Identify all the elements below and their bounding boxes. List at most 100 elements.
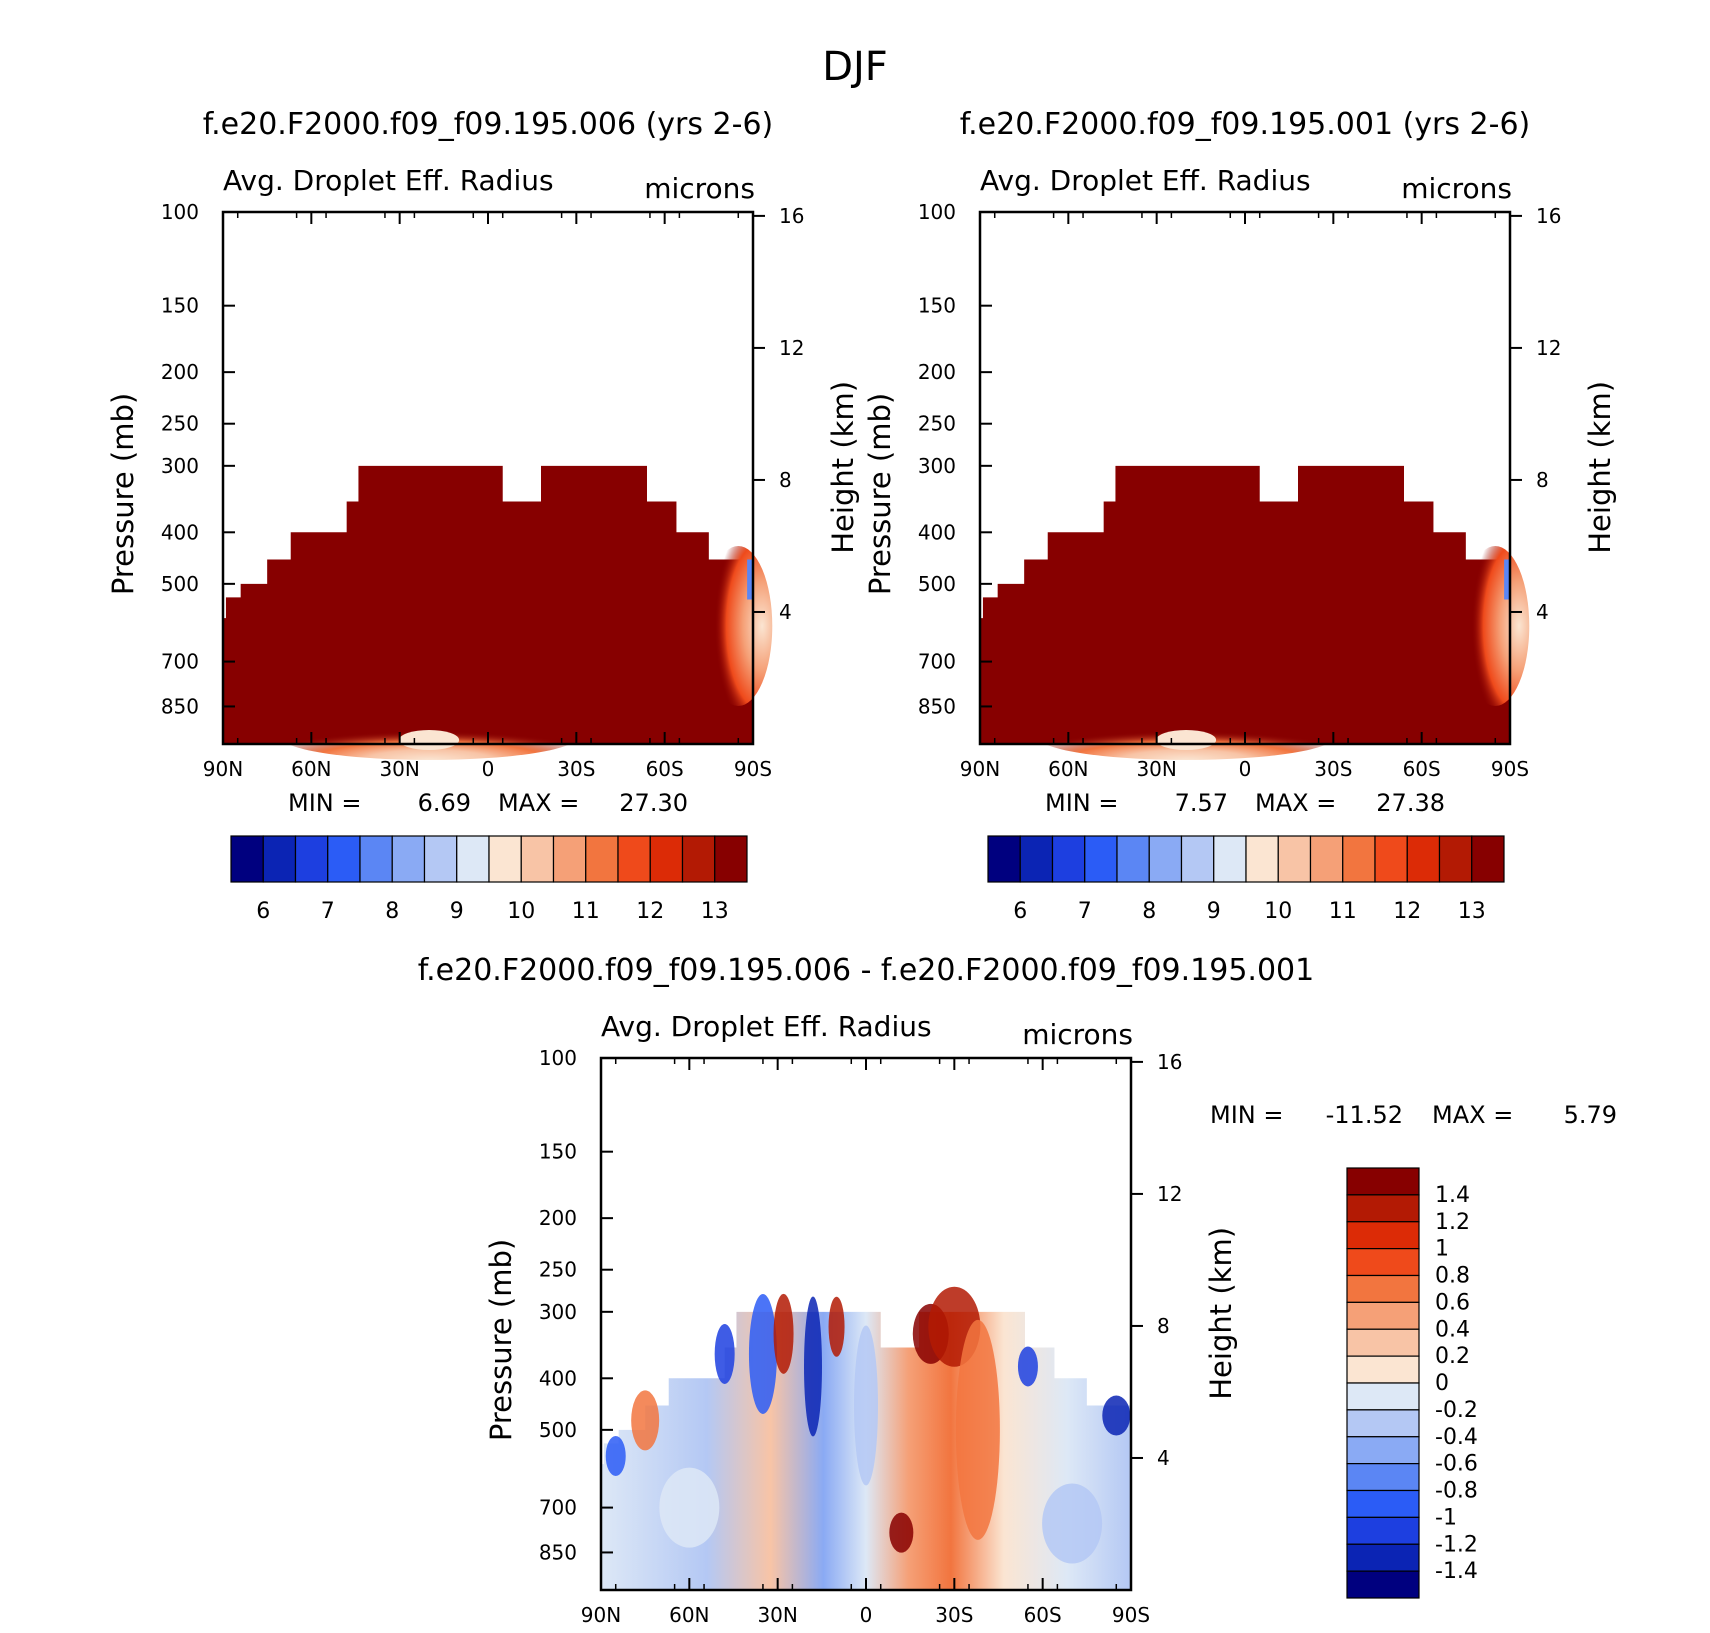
- colorbar-box: [1051, 835, 1086, 883]
- colorbar-label: 1.4: [1435, 1183, 1470, 1208]
- cloud-region-max: [223, 465, 753, 744]
- y2-tick-label: 8: [1536, 468, 1549, 492]
- x-tick-label: 60S: [1403, 757, 1441, 781]
- x-tick-label: 0: [1239, 757, 1252, 781]
- y-tick-label: 150: [161, 294, 199, 318]
- difference-feature: [854, 1325, 878, 1486]
- contour-field: [601, 1286, 1131, 1590]
- panel-title: f.e20.F2000.f09_f09.195.006 - f.e20.F200…: [418, 953, 1314, 988]
- polar-region: [704, 545, 773, 706]
- y-tick-label: 150: [539, 1140, 577, 1164]
- colorbar-box: [1346, 1570, 1420, 1599]
- x-tick-label: 30N: [379, 757, 419, 781]
- colorbar-box: [1277, 835, 1312, 883]
- y2-tick-label: 8: [779, 468, 792, 492]
- x-tick-label: 30N: [1136, 757, 1176, 781]
- colorbar-box: [1342, 835, 1376, 883]
- y-axis-label: Pressure (mb): [484, 1239, 518, 1441]
- colorbar-box: [552, 835, 587, 883]
- colorbar-box: [1084, 835, 1118, 883]
- difference-feature: [714, 1323, 735, 1384]
- y-tick-label: 250: [161, 412, 199, 436]
- colorbar-label: -1.4: [1435, 1559, 1478, 1584]
- y-tick-label: 400: [918, 520, 956, 544]
- colorbar-label: 13: [701, 899, 729, 924]
- colorbar-label: 9: [450, 899, 464, 924]
- y-tick-label: 300: [161, 454, 199, 478]
- x-tick-label: 0: [860, 1603, 873, 1627]
- colorbar-box: [681, 835, 716, 883]
- colorbar-label: 11: [1329, 899, 1357, 924]
- colorbar-box: [1346, 1489, 1420, 1518]
- y-tick-label: 850: [918, 694, 956, 718]
- x-tick-label: 90N: [960, 757, 1000, 781]
- panel-title: f.e20.F2000.f09_f09.195.006 (yrs 2-6): [203, 107, 773, 142]
- colorbar-box: [649, 835, 684, 883]
- panel-title: f.e20.F2000.f09_f09.195.001 (yrs 2-6): [960, 107, 1530, 142]
- colorbar-label: 7: [321, 899, 335, 924]
- colorbar-label: 11: [572, 899, 600, 924]
- units-label: microns: [1401, 172, 1512, 205]
- colorbar-box: [1346, 1382, 1420, 1411]
- x-tick-label: 30S: [1314, 757, 1352, 781]
- colorbar-label: 8: [385, 899, 399, 924]
- x-tick-label: 60S: [1024, 1603, 1062, 1627]
- colorbar-box: [488, 835, 522, 883]
- y-tick-label: 200: [161, 360, 199, 384]
- y-tick-label: 400: [161, 520, 199, 544]
- y2-tick-label: 16: [1536, 204, 1561, 228]
- difference-feature: [659, 1467, 720, 1548]
- min-label: MIN =: [1210, 1101, 1283, 1129]
- colorbar-box: [327, 835, 361, 883]
- y-tick-label: 700: [161, 650, 199, 674]
- y2-axis-label: Height (km): [1583, 381, 1617, 554]
- x-tick-label: 30S: [557, 757, 595, 781]
- y-tick-label: 300: [918, 454, 956, 478]
- colorbar-box: [1019, 835, 1054, 883]
- figure-title: DJF: [822, 44, 888, 90]
- y-tick-label: 100: [161, 200, 199, 224]
- polar-region: [1461, 545, 1530, 706]
- variable-name: Avg. Droplet Eff. Radius: [980, 164, 1311, 197]
- max-label: MAX =: [1432, 1101, 1513, 1129]
- y-tick-label: 500: [161, 572, 199, 596]
- colorbar-label: 8: [1142, 899, 1156, 924]
- y-tick-label: 500: [539, 1418, 577, 1442]
- y-tick-label: 300: [539, 1300, 577, 1324]
- max-value: 27.38: [1376, 789, 1445, 817]
- colorbar-box: [456, 835, 490, 883]
- colorbar-box: [1471, 835, 1505, 883]
- difference-feature: [828, 1296, 845, 1357]
- max-label: MAX =: [1255, 789, 1336, 817]
- panel-control: f.e20.F2000.f09_f09.195.006 (yrs 2-6) Avg…: [106, 107, 860, 924]
- min-label: MIN =: [1045, 789, 1118, 817]
- y-tick-label: 200: [918, 360, 956, 384]
- y-tick-label: 400: [539, 1366, 577, 1390]
- colorbar-label: 6: [1013, 899, 1027, 924]
- y-tick-label: 200: [539, 1206, 577, 1230]
- colorbar-label: 7: [1078, 899, 1092, 924]
- y2-tick-label: 16: [1157, 1050, 1182, 1074]
- y2-axis-label: Height (km): [826, 381, 860, 554]
- colorbar-label: 0.4: [1435, 1317, 1470, 1342]
- low-level-core: [399, 730, 460, 750]
- x-tick-label: 90S: [734, 757, 772, 781]
- y-axis-label: Pressure (mb): [106, 393, 140, 595]
- colorbar-box: [1148, 835, 1183, 883]
- y-axis-label: Pressure (mb): [863, 393, 897, 595]
- colorbar-box: [1346, 1194, 1420, 1223]
- colorbar-box: [1346, 1167, 1420, 1196]
- colorbar-box: [585, 835, 619, 883]
- colorbar-label: -0.2: [1435, 1398, 1478, 1423]
- x-tick-label: 90N: [203, 757, 243, 781]
- colorbar-label: 10: [1264, 899, 1292, 924]
- colorbar-box: [1116, 835, 1150, 883]
- colorbar-label: 12: [1393, 899, 1421, 924]
- y2-tick-label: 4: [1157, 1446, 1170, 1470]
- colorbar-box: [1346, 1463, 1420, 1492]
- panel-difference: f.e20.F2000.f09_f09.195.006 - f.e20.F200…: [418, 953, 1617, 1627]
- colorbar-box: [987, 835, 1021, 883]
- colorbar-box: [262, 835, 297, 883]
- x-tick-label: 60S: [646, 757, 684, 781]
